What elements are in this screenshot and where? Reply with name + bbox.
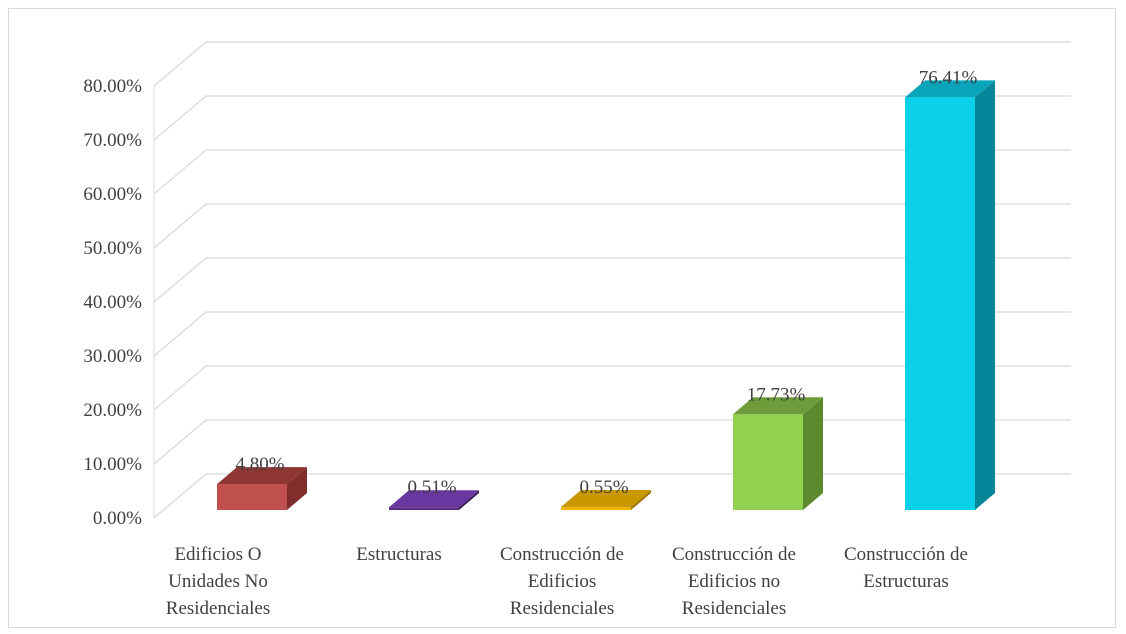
bar-chart: 0.00% 10.00% 20.00% 30.00% 40.00% 50.00% 60.00…	[83, 41, 1071, 619]
y-tick-label: 30.00%	[83, 346, 142, 367]
y-tick-label: 60.00%	[83, 184, 142, 205]
chart-walls	[153, 86, 207, 519]
gridline	[153, 257, 1071, 303]
x-tick-label: Residenciales	[166, 598, 270, 619]
x-axis: Edificios O Unidades No Residenciales Estru…	[166, 544, 968, 619]
x-tick-label: Construcción de	[844, 544, 968, 565]
bar-front	[217, 484, 287, 510]
bar-side	[803, 397, 823, 510]
y-axis: 0.00% 10.00% 20.00% 30.00% 40.00% 50.00% 60.00…	[83, 76, 142, 529]
bar-side	[287, 467, 307, 510]
bars	[217, 80, 995, 511]
x-tick-label: Estructuras	[356, 544, 441, 565]
y-tick-label: 50.00%	[83, 238, 142, 259]
gridlines	[153, 41, 1071, 519]
y-tick-label: 10.00%	[83, 454, 142, 475]
gridline	[153, 311, 1071, 357]
gridline	[153, 149, 1071, 195]
bar-side	[459, 490, 479, 510]
data-label: 4.80%	[235, 454, 284, 475]
data-label: 17.73%	[747, 384, 806, 405]
x-tick-label: Edificios no	[688, 571, 780, 592]
x-tick-label: Unidades No	[168, 571, 268, 592]
bar-side	[631, 490, 651, 510]
bar-front	[389, 507, 459, 510]
data-label: 76.41%	[919, 67, 978, 88]
x-tick-label: Estructuras	[863, 571, 948, 592]
x-tick-label: Residenciales	[510, 598, 614, 619]
bar-top	[905, 80, 995, 98]
x-tick-label: Edificios	[528, 571, 597, 592]
y-tick-label: 70.00%	[83, 130, 142, 151]
bar-front	[733, 414, 803, 510]
y-tick-label: 20.00%	[83, 400, 142, 421]
bar-top	[561, 490, 651, 508]
bar-front	[905, 97, 975, 511]
y-tick-label: 80.00%	[83, 76, 142, 97]
data-label: 0.55%	[579, 477, 628, 498]
bar-front	[561, 507, 631, 510]
y-tick-label: 0.00%	[93, 508, 142, 529]
bar-top	[389, 490, 479, 508]
gridline	[153, 203, 1071, 249]
x-tick-label: Construcción de	[500, 544, 624, 565]
gridline	[153, 95, 1071, 141]
data-labels: 4.80% 0.51% 0.55% 17.73% 76.41%	[235, 67, 977, 498]
gridline	[153, 365, 1071, 411]
chart-area: 0.00% 10.00% 20.00% 30.00% 40.00% 50.00% 60.00…	[8, 8, 1116, 628]
x-tick-label: Edificios O	[174, 544, 261, 565]
data-label: 0.51%	[407, 477, 456, 498]
x-tick-label: Construcción de	[672, 544, 796, 565]
y-tick-label: 40.00%	[83, 292, 142, 313]
bar-top	[217, 467, 307, 485]
bar-side	[975, 80, 995, 511]
bar-top	[733, 397, 823, 415]
x-tick-label: Residenciales	[682, 598, 786, 619]
